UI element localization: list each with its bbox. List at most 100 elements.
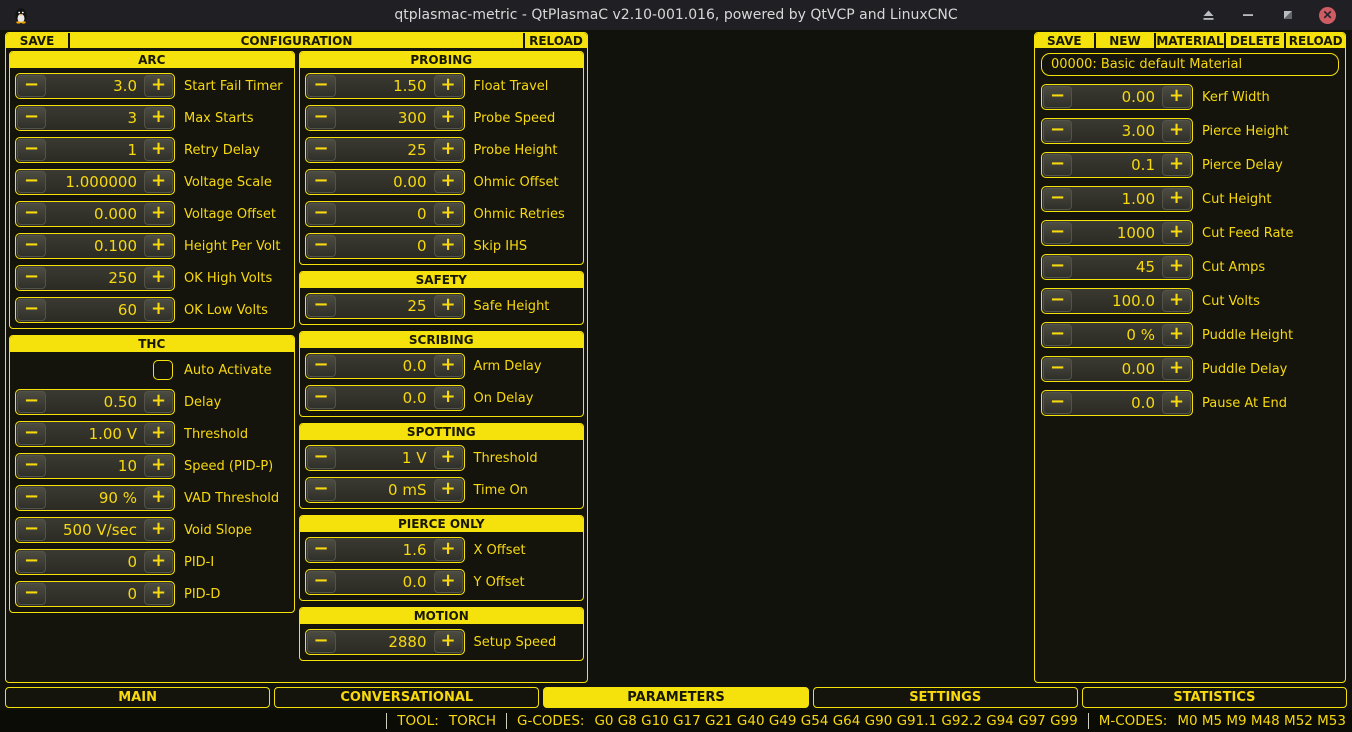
- tab-statistics[interactable]: STATISTICS: [1081, 687, 1348, 708]
- spin-value[interactable]: 1.00: [1121, 190, 1155, 208]
- spin-value[interactable]: 0.100: [94, 237, 137, 255]
- spin-value[interactable]: 0.0: [402, 357, 427, 375]
- spin-value[interactable]: 300: [397, 109, 427, 127]
- spin-value[interactable]: 0.0: [402, 573, 427, 591]
- minus-icon[interactable]: −: [17, 171, 46, 193]
- spin-value[interactable]: 0 %: [1126, 326, 1155, 344]
- spin-value[interactable]: 0: [127, 553, 137, 571]
- plus-icon[interactable]: +: [433, 75, 463, 97]
- minus-icon[interactable]: −: [17, 487, 46, 509]
- spin-value[interactable]: 0.0: [402, 389, 427, 407]
- close-icon[interactable]: ✕: [1319, 6, 1336, 24]
- material-new-button[interactable]: NEW: [1095, 33, 1155, 48]
- spin-value[interactable]: 1.00 V: [88, 425, 137, 443]
- spin-value[interactable]: 0: [416, 205, 427, 223]
- plus-icon[interactable]: +: [144, 391, 173, 413]
- minus-icon[interactable]: −: [17, 235, 46, 257]
- plus-icon[interactable]: +: [144, 235, 173, 257]
- minus-icon[interactable]: −: [306, 479, 336, 501]
- minus-icon[interactable]: −: [306, 139, 336, 161]
- spin-value[interactable]: 0.00: [393, 173, 427, 191]
- plus-icon[interactable]: +: [144, 171, 173, 193]
- spin-value[interactable]: 0.1: [1131, 156, 1155, 174]
- minus-icon[interactable]: −: [17, 391, 46, 413]
- minus-icon[interactable]: −: [17, 583, 46, 605]
- plus-icon[interactable]: +: [144, 423, 173, 445]
- minus-icon[interactable]: −: [17, 519, 46, 541]
- minus-icon[interactable]: −: [306, 447, 336, 469]
- spin-value[interactable]: 0.000: [94, 205, 137, 223]
- minimize-icon[interactable]: [1239, 6, 1257, 24]
- plus-icon[interactable]: +: [1162, 392, 1191, 414]
- minus-icon[interactable]: −: [306, 75, 336, 97]
- spin-value[interactable]: 0.00: [1121, 88, 1155, 106]
- minus-icon[interactable]: −: [306, 295, 336, 317]
- spin-value[interactable]: 45: [1135, 258, 1155, 276]
- plus-icon[interactable]: +: [1162, 290, 1191, 312]
- spin-value[interactable]: 0: [416, 237, 427, 255]
- plus-icon[interactable]: +: [1162, 256, 1191, 278]
- plus-icon[interactable]: +: [433, 171, 463, 193]
- spin-value[interactable]: 1.50: [393, 77, 427, 95]
- spin-value[interactable]: 0.0: [1131, 394, 1155, 412]
- material-save-button[interactable]: SAVE: [1035, 33, 1094, 48]
- minus-icon[interactable]: −: [1043, 154, 1072, 176]
- plus-icon[interactable]: +: [433, 139, 463, 161]
- minus-icon[interactable]: −: [306, 571, 336, 593]
- minus-icon[interactable]: −: [17, 107, 46, 129]
- spin-value[interactable]: 250: [108, 269, 137, 287]
- minus-icon[interactable]: −: [17, 299, 46, 321]
- spin-value[interactable]: 100.0: [1112, 292, 1155, 310]
- minus-icon[interactable]: −: [17, 75, 46, 97]
- spin-value[interactable]: 0: [127, 585, 137, 603]
- spin-value[interactable]: 90 %: [98, 489, 137, 507]
- minus-icon[interactable]: −: [1043, 358, 1072, 380]
- plus-icon[interactable]: +: [144, 455, 173, 477]
- tab-parameters[interactable]: PARAMETERS: [543, 687, 809, 708]
- plus-icon[interactable]: +: [1162, 324, 1191, 346]
- plus-icon[interactable]: +: [1162, 222, 1191, 244]
- plus-icon[interactable]: +: [433, 203, 463, 225]
- spin-value[interactable]: 1 V: [401, 449, 427, 467]
- minus-icon[interactable]: −: [1043, 120, 1072, 142]
- plus-icon[interactable]: +: [433, 235, 463, 257]
- plus-icon[interactable]: +: [144, 139, 173, 161]
- minus-icon[interactable]: −: [306, 355, 336, 377]
- plus-icon[interactable]: +: [433, 447, 463, 469]
- minus-icon[interactable]: −: [17, 267, 46, 289]
- minus-icon[interactable]: −: [17, 203, 46, 225]
- minus-icon[interactable]: −: [306, 235, 336, 257]
- minus-icon[interactable]: −: [1043, 290, 1072, 312]
- tab-main[interactable]: MAIN: [5, 687, 271, 708]
- plus-icon[interactable]: +: [144, 583, 173, 605]
- plus-icon[interactable]: +: [1162, 188, 1191, 210]
- plus-icon[interactable]: +: [433, 295, 463, 317]
- material-delete-button[interactable]: DELETE: [1225, 33, 1285, 48]
- tab-settings[interactable]: SETTINGS: [812, 687, 1078, 708]
- spin-value[interactable]: 3.0: [113, 77, 137, 95]
- minus-icon[interactable]: −: [1043, 222, 1072, 244]
- plus-icon[interactable]: +: [1162, 154, 1191, 176]
- minus-icon[interactable]: −: [1043, 86, 1072, 108]
- plus-icon[interactable]: +: [144, 75, 173, 97]
- auto-activate-checkbox[interactable]: [153, 360, 173, 380]
- spin-value[interactable]: 0 mS: [388, 481, 427, 499]
- spin-value[interactable]: 500 V/sec: [62, 521, 137, 539]
- spin-value[interactable]: 0.50: [103, 393, 137, 411]
- config-reload-button[interactable]: RELOAD: [525, 33, 587, 48]
- spin-value[interactable]: 3: [127, 109, 137, 127]
- spin-value[interactable]: 1.6: [402, 541, 427, 559]
- spin-value[interactable]: 1.000000: [65, 173, 137, 191]
- minus-icon[interactable]: −: [1043, 392, 1072, 414]
- shade-icon[interactable]: [1199, 6, 1217, 24]
- minus-icon[interactable]: −: [1043, 188, 1072, 210]
- minus-icon[interactable]: −: [306, 203, 336, 225]
- minus-icon[interactable]: −: [17, 139, 46, 161]
- plus-icon[interactable]: +: [433, 387, 463, 409]
- plus-icon[interactable]: +: [1162, 86, 1191, 108]
- minus-icon[interactable]: −: [1043, 324, 1072, 346]
- spin-value[interactable]: 25: [407, 141, 427, 159]
- plus-icon[interactable]: +: [1162, 120, 1191, 142]
- minus-icon[interactable]: −: [17, 551, 46, 573]
- spin-value[interactable]: 3.00: [1121, 122, 1155, 140]
